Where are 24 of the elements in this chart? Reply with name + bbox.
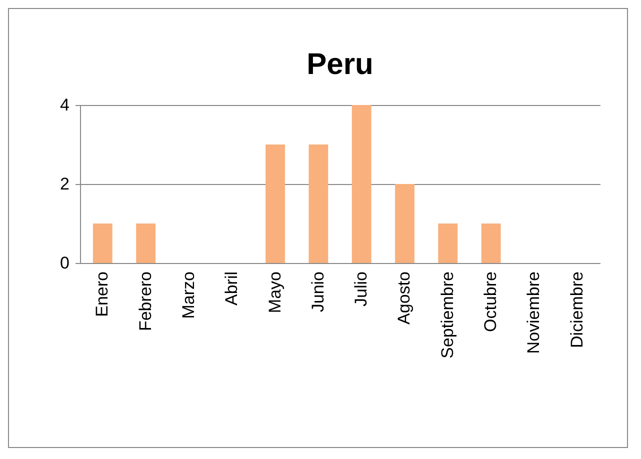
bar: [266, 144, 285, 263]
x-tick-label: Noviembre: [524, 272, 544, 354]
x-tick-label: Enero: [92, 272, 112, 317]
x-tick-label: Abril: [222, 272, 242, 306]
chart-title: Peru: [306, 48, 374, 81]
x-tick-label: Febrero: [136, 272, 155, 332]
y-tick-label: 4: [60, 96, 70, 114]
bar: [308, 144, 328, 263]
x-tick-label: Diciembre: [567, 272, 586, 348]
y-tick-label: 2: [60, 174, 70, 194]
bar: [438, 224, 458, 263]
x-tick-label: Octubre: [481, 272, 500, 332]
bar: [395, 184, 414, 263]
x-tick-label: Septiembre: [438, 272, 457, 358]
x-tick-label: Julio: [352, 272, 371, 306]
bar: [92, 224, 112, 263]
x-tick-label: Junio: [308, 272, 328, 312]
bar: [352, 105, 372, 263]
y-tick-label: 0: [60, 254, 70, 272]
bar: [481, 224, 501, 263]
x-tick-label: Mayo: [265, 272, 284, 314]
bar: [136, 224, 156, 263]
x-tick-label: Agosto: [394, 272, 414, 324]
x-tick-label: Marzo: [178, 272, 198, 319]
